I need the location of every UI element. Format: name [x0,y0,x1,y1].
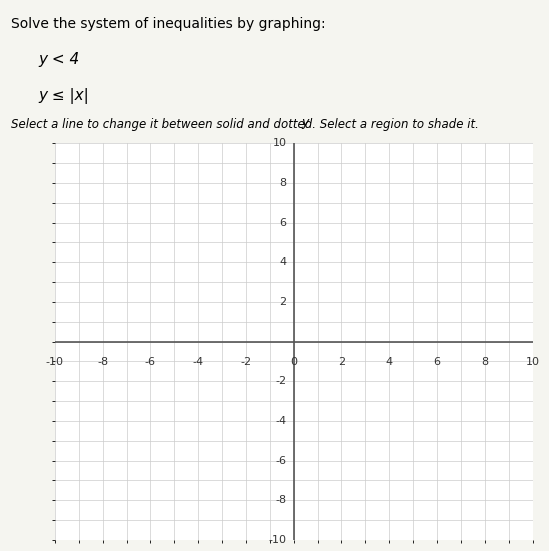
Text: 2: 2 [279,297,287,307]
Text: 4: 4 [386,358,393,368]
Text: y < 4: y < 4 [38,52,80,67]
Text: 0: 0 [290,358,297,368]
Text: Select a line to change it between solid and dotted. Select a region to shade it: Select a line to change it between solid… [11,118,479,132]
Text: 6: 6 [434,358,440,368]
Text: 10: 10 [272,138,287,148]
Text: y: y [301,116,308,129]
Text: Solve the system of inequalities by graphing:: Solve the system of inequalities by grap… [11,17,326,30]
Text: 10: 10 [525,358,540,368]
Text: 2: 2 [338,358,345,368]
Text: 6: 6 [279,218,287,228]
Text: -6: -6 [145,358,156,368]
Text: -4: -4 [193,358,204,368]
Text: 8: 8 [481,358,488,368]
Text: -2: -2 [240,358,251,368]
Text: -10: -10 [46,358,64,368]
Text: 8: 8 [279,178,287,188]
Text: -8: -8 [276,495,287,505]
Text: -4: -4 [276,416,287,426]
Text: -6: -6 [276,456,287,466]
Text: -10: -10 [268,535,287,545]
Text: 4: 4 [279,257,287,267]
Text: -8: -8 [97,358,108,368]
Text: -2: -2 [276,376,287,386]
Text: y ≤ |x|: y ≤ |x| [38,88,89,104]
